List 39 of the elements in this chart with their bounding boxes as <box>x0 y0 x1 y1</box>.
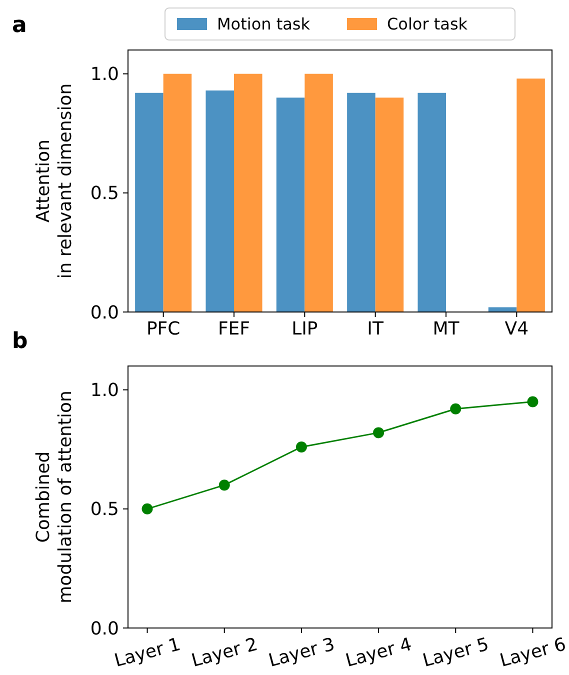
bar <box>304 74 333 312</box>
x-tick-label: LIP <box>292 318 318 340</box>
y-axis-title: Attention in relevant dimension <box>33 83 76 279</box>
bar <box>135 92 164 312</box>
y-tick-label: 0.5 <box>90 183 119 204</box>
bar <box>163 74 192 312</box>
bar <box>234 74 262 312</box>
x-tick-label: Layer 2 <box>189 634 260 672</box>
point <box>296 441 307 452</box>
bar <box>375 98 404 312</box>
bar <box>516 78 545 312</box>
x-tick-label: Layer 4 <box>344 634 414 672</box>
text: a <box>12 13 27 38</box>
y-tick-label: 1.0 <box>90 64 119 86</box>
x-tick-label: Layer 6 <box>498 634 568 672</box>
y-tick-label: 1.0 <box>90 380 119 402</box>
y-axis-title: Combined modulation of attention <box>33 390 76 604</box>
point <box>142 503 153 514</box>
bar <box>347 92 376 312</box>
x-tick-label: PFC <box>146 318 180 340</box>
x-tick-label: MT <box>432 318 460 340</box>
x-tick-label: V4 <box>504 318 529 340</box>
point <box>450 403 462 414</box>
point <box>373 427 384 438</box>
bar <box>276 98 305 312</box>
bar <box>206 90 234 312</box>
bar <box>488 307 517 312</box>
legend-label: Color task <box>387 14 468 34</box>
x-tick-label: Layer 5 <box>420 634 492 672</box>
text: b <box>12 329 28 354</box>
y-tick-label: 0.0 <box>90 302 119 324</box>
y-tick-label: 0.5 <box>90 499 119 520</box>
legend-label: Motion task <box>217 14 311 34</box>
bar <box>418 92 446 312</box>
point <box>218 480 230 491</box>
x-tick-label: FEF <box>218 318 250 340</box>
point <box>527 396 538 408</box>
x-tick-label: IT <box>367 318 384 340</box>
x-tick-label: Layer 3 <box>266 634 337 672</box>
